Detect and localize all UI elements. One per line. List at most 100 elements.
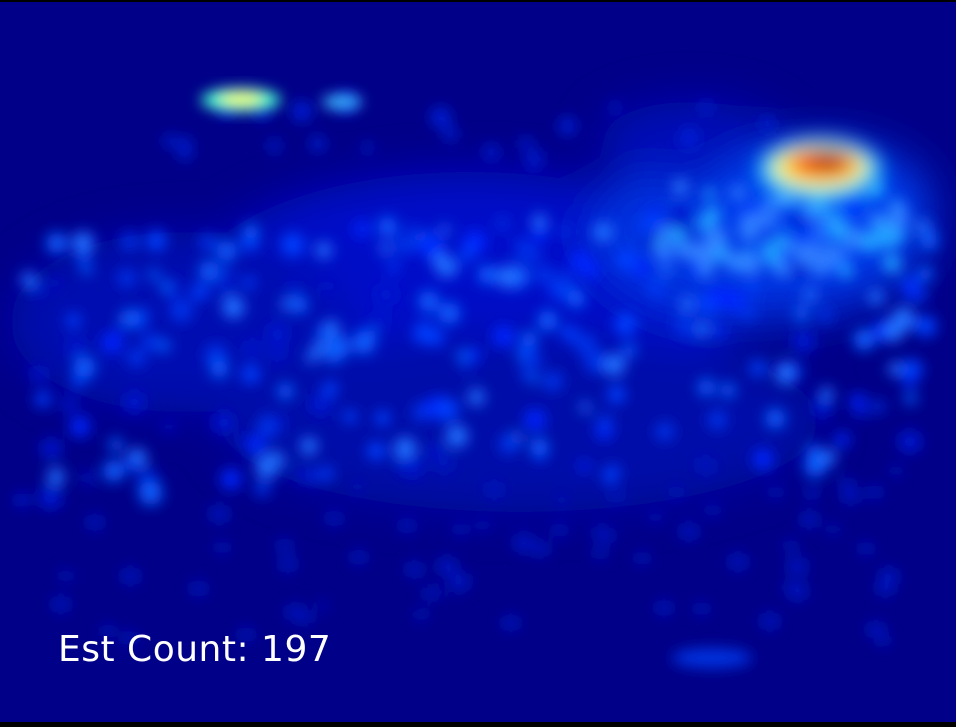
density-blob bbox=[269, 344, 285, 361]
density-blob bbox=[519, 137, 533, 151]
density-blob bbox=[434, 587, 445, 598]
density-blob bbox=[790, 586, 805, 601]
density-blob bbox=[268, 139, 281, 153]
density-blob bbox=[456, 349, 470, 363]
density-blob bbox=[559, 226, 571, 238]
density-blob bbox=[266, 322, 289, 345]
density-blob bbox=[903, 375, 916, 388]
density-blob bbox=[720, 383, 736, 398]
density-blob bbox=[73, 356, 96, 379]
density-blob bbox=[319, 466, 334, 481]
density-blob bbox=[696, 322, 711, 336]
top-blob-right bbox=[322, 95, 362, 109]
density-blob bbox=[374, 283, 398, 306]
density-blob bbox=[477, 265, 497, 285]
density-blob bbox=[30, 282, 45, 298]
density-blob bbox=[859, 232, 880, 253]
density-blob bbox=[126, 348, 146, 367]
density-blob bbox=[484, 145, 499, 160]
density-blob bbox=[109, 438, 123, 452]
density-blob bbox=[655, 243, 673, 261]
density-blob bbox=[430, 107, 451, 128]
density-blob bbox=[351, 549, 367, 565]
density-blob bbox=[769, 486, 782, 499]
density-blob bbox=[841, 486, 860, 505]
density-blob bbox=[277, 383, 294, 400]
density-blob bbox=[760, 117, 774, 131]
density-blob bbox=[868, 212, 884, 227]
density-blob bbox=[762, 198, 778, 213]
density-blob bbox=[752, 448, 774, 470]
density-blob bbox=[113, 322, 127, 337]
density-blob bbox=[72, 375, 85, 388]
density-blob bbox=[859, 541, 873, 556]
density-blob bbox=[443, 126, 458, 141]
density-blob bbox=[853, 328, 875, 351]
density-blob bbox=[566, 289, 586, 308]
density-blob bbox=[496, 265, 519, 289]
density-blob bbox=[280, 298, 292, 311]
density-blob bbox=[279, 556, 296, 573]
density-blob bbox=[872, 400, 885, 413]
density-blob bbox=[163, 421, 175, 433]
density-blob bbox=[362, 142, 373, 153]
density-blob bbox=[697, 457, 716, 476]
density-blob bbox=[773, 260, 791, 277]
density-blob bbox=[521, 331, 538, 348]
density-blob bbox=[439, 225, 451, 236]
density-blob bbox=[914, 219, 929, 234]
density-blob bbox=[561, 325, 578, 342]
density-blob bbox=[438, 302, 461, 325]
density-blob bbox=[378, 217, 397, 237]
density-blob bbox=[103, 460, 125, 482]
density-blob bbox=[818, 307, 833, 322]
density-blob bbox=[148, 269, 160, 281]
density-blob bbox=[656, 287, 668, 299]
density-blob bbox=[882, 319, 905, 342]
density-blob bbox=[454, 522, 468, 536]
density-blob bbox=[210, 360, 229, 378]
density-blob bbox=[593, 546, 607, 560]
density-blob bbox=[531, 214, 548, 231]
hotspot-layer bbox=[758, 138, 882, 202]
density-blob bbox=[888, 362, 903, 376]
density-blob bbox=[713, 325, 726, 337]
density-blob bbox=[216, 240, 237, 261]
density-blob bbox=[672, 648, 752, 668]
density-blob bbox=[305, 351, 318, 364]
density-blob bbox=[86, 514, 103, 531]
density-blob bbox=[117, 268, 136, 288]
density-blob bbox=[839, 264, 853, 279]
density-blob bbox=[519, 367, 533, 380]
density-blob bbox=[159, 281, 172, 293]
density-blob bbox=[242, 276, 256, 290]
density-blob bbox=[498, 434, 519, 455]
density-blob bbox=[52, 595, 70, 614]
density-blob bbox=[367, 441, 386, 461]
density-blob bbox=[255, 455, 279, 479]
density-blob bbox=[415, 608, 428, 621]
density-blob bbox=[697, 379, 715, 396]
density-blob bbox=[418, 233, 443, 258]
density-blob bbox=[685, 127, 697, 139]
density-blob bbox=[66, 313, 81, 329]
density-blob bbox=[819, 387, 834, 401]
density-blob bbox=[745, 280, 759, 294]
density-blob bbox=[122, 309, 141, 327]
density-blob bbox=[774, 233, 791, 249]
density-blob bbox=[784, 539, 797, 552]
density-blob bbox=[608, 488, 623, 504]
density-blob bbox=[724, 251, 741, 269]
density-blob bbox=[624, 345, 637, 357]
density-blob bbox=[371, 311, 389, 329]
density-blob bbox=[806, 444, 821, 460]
density-blob bbox=[423, 399, 436, 412]
density-blob bbox=[317, 600, 328, 612]
density-blob bbox=[178, 147, 192, 161]
density-blob bbox=[882, 254, 902, 273]
density-blob bbox=[222, 296, 245, 319]
density-blob bbox=[485, 481, 503, 499]
density-blob bbox=[326, 510, 342, 527]
density-blob bbox=[812, 397, 833, 418]
density-blob bbox=[552, 523, 567, 538]
